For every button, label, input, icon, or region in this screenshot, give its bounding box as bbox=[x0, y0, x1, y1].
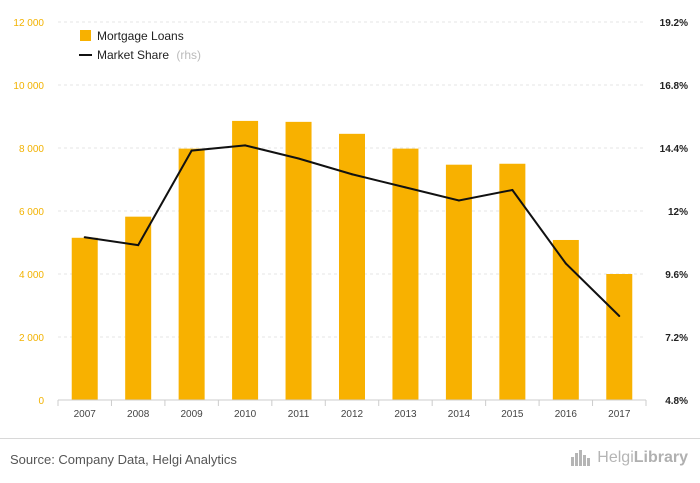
brand-name-light: Helgi bbox=[597, 449, 634, 466]
legend: Mortgage Loans Market Share (rhs) bbox=[79, 29, 201, 62]
line-point bbox=[511, 189, 514, 191]
x-tick-label: 2011 bbox=[288, 409, 310, 420]
bar bbox=[285, 121, 312, 400]
line-point bbox=[137, 244, 140, 247]
line-point bbox=[83, 236, 86, 239]
line-point bbox=[351, 173, 353, 176]
left-tick-label: 6 000 bbox=[19, 207, 44, 218]
bar bbox=[392, 148, 419, 400]
right-tick-label: 19.2% bbox=[660, 18, 688, 29]
line-series bbox=[83, 144, 621, 317]
x-tick-label: 2013 bbox=[394, 409, 417, 420]
x-tick-label: 2016 bbox=[555, 409, 578, 420]
bar bbox=[606, 274, 633, 400]
x-tick-label: 2015 bbox=[501, 409, 524, 420]
right-tick-label: 4.8% bbox=[665, 396, 688, 407]
legend-swatch-mortgage-loans bbox=[80, 30, 91, 41]
right-tick-label: 16.8% bbox=[660, 81, 688, 92]
line-point bbox=[404, 186, 407, 189]
x-axis bbox=[57, 399, 647, 406]
bar bbox=[339, 133, 365, 400]
line-point bbox=[618, 315, 621, 317]
svg-text:Market Share (rhs): Market Share (rhs) bbox=[97, 48, 201, 62]
line-point bbox=[244, 144, 247, 147]
bar bbox=[445, 164, 472, 400]
legend-label-rhs: (rhs) bbox=[176, 48, 201, 62]
bar bbox=[125, 216, 152, 400]
left-tick-label: 10 000 bbox=[13, 81, 44, 92]
left-tick-label: 8 000 bbox=[19, 144, 44, 155]
right-axis-ticks: 4.8% 7.2% 9.6% 12% 14.4% 16.8% 19.2% bbox=[660, 18, 688, 407]
right-tick-label: 9.6% bbox=[665, 270, 688, 281]
city-skyline-icon bbox=[571, 450, 591, 466]
left-tick-label: 12 000 bbox=[13, 18, 44, 29]
line-point bbox=[564, 262, 567, 265]
x-tick-label: 2007 bbox=[74, 409, 97, 420]
brand-name-bold: Library bbox=[633, 449, 688, 466]
x-tick-label: 2017 bbox=[608, 409, 631, 420]
left-tick-label: 2 000 bbox=[19, 333, 44, 344]
footer-divider bbox=[0, 438, 700, 439]
x-tick-label: 2009 bbox=[181, 409, 204, 420]
bar bbox=[71, 237, 98, 400]
bar bbox=[232, 120, 259, 400]
x-tick-label: 2012 bbox=[341, 409, 364, 420]
left-tick-label: 4 000 bbox=[19, 270, 44, 281]
right-tick-label: 7.2% bbox=[665, 333, 688, 344]
x-axis-ticks: 2007 2008 2009 2010 2011 2012 2013 2014 2015 2016… bbox=[74, 409, 631, 420]
x-tick-label: 2014 bbox=[448, 409, 471, 420]
line-point bbox=[297, 157, 300, 160]
legend-label-market-share: Market Share bbox=[97, 48, 169, 62]
left-tick-label: 0 bbox=[38, 396, 44, 407]
source-note: Source: Company Data, Helgi Analytics bbox=[10, 452, 237, 467]
bar bbox=[499, 163, 526, 400]
right-tick-label: 14.4% bbox=[660, 144, 688, 155]
line-point bbox=[190, 149, 193, 152]
line-point bbox=[457, 199, 460, 202]
right-tick-label: 12% bbox=[668, 207, 688, 218]
legend-label-mortgage-loans: Mortgage Loans bbox=[97, 29, 184, 43]
bar-series bbox=[71, 120, 633, 400]
brand-logo: HelgiLibrary bbox=[570, 449, 688, 467]
bar bbox=[178, 148, 205, 400]
bar bbox=[552, 239, 579, 400]
combo-chart: 0 2 000 4 000 6 000 8 000 10 000 12 000 4.8% 7.… bbox=[13, 18, 688, 420]
x-tick-label: 2008 bbox=[127, 409, 150, 420]
left-axis-ticks: 0 2 000 4 000 6 000 8 000 10 000 12 000 bbox=[13, 18, 44, 407]
x-tick-label: 2010 bbox=[234, 409, 257, 420]
